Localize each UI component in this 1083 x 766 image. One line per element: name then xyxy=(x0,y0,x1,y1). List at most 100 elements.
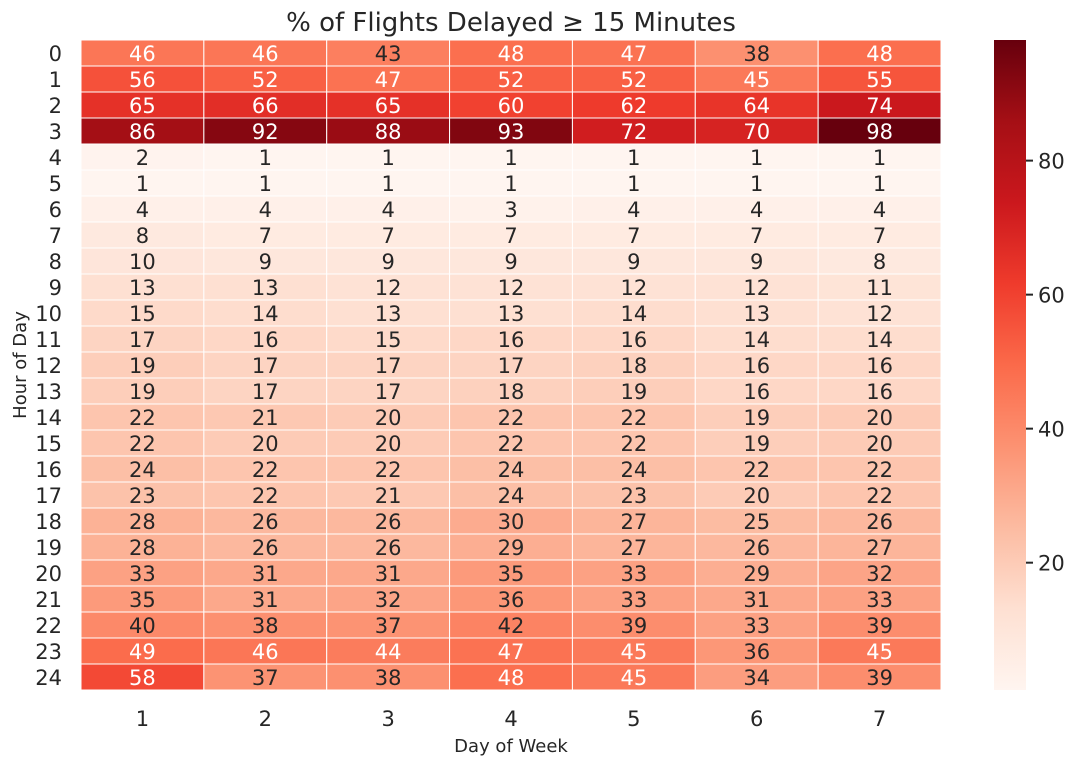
heatmap-cell xyxy=(817,351,942,379)
heatmap-cell xyxy=(571,65,696,93)
heatmap-cell xyxy=(449,299,573,327)
heatmap-cell xyxy=(203,481,328,509)
cell-value-label: 24 xyxy=(620,458,647,482)
cell-value-label: 19 xyxy=(620,380,647,404)
cell-value-label: 22 xyxy=(498,406,525,430)
heatmap-cell xyxy=(449,273,573,301)
cell-value-label: 33 xyxy=(620,562,647,586)
cell-value-label: 65 xyxy=(129,94,156,118)
cell-value-label: 22 xyxy=(129,432,156,456)
heatmap-cell xyxy=(80,273,205,301)
heatmap-cell xyxy=(694,273,819,301)
heatmap-cell xyxy=(817,91,942,119)
y-tick-label: 18 xyxy=(35,510,62,534)
heatmap-cell xyxy=(817,195,942,223)
cell-value-label: 26 xyxy=(866,510,893,534)
cell-value-label: 16 xyxy=(743,380,770,404)
cell-value-label: 26 xyxy=(743,536,770,560)
heatmap-cell xyxy=(80,143,205,171)
cell-value-label: 38 xyxy=(375,666,402,690)
y-tick-label: 23 xyxy=(35,640,62,664)
heatmap-cell xyxy=(203,585,328,613)
cell-value-label: 93 xyxy=(498,120,525,144)
cell-value-label: 18 xyxy=(620,354,647,378)
cell-value-label: 14 xyxy=(743,328,770,352)
heatmap-cell xyxy=(571,663,696,691)
heatmap-cell xyxy=(80,507,205,535)
cell-value-label: 46 xyxy=(252,42,279,66)
heatmap-cell xyxy=(80,169,205,197)
heatmap-cell xyxy=(817,585,942,613)
heatmap-cell xyxy=(571,299,696,327)
cell-value-label: 15 xyxy=(129,302,156,326)
heatmap-cell xyxy=(449,169,573,197)
heatmap-cell xyxy=(817,299,942,327)
cell-value-label: 1 xyxy=(259,172,272,196)
cell-value-label: 33 xyxy=(620,588,647,612)
cell-value-label: 7 xyxy=(873,224,886,248)
heatmap-cell xyxy=(694,221,819,249)
y-tick-label: 7 xyxy=(49,224,62,248)
cell-value-label: 92 xyxy=(252,120,279,144)
cell-value-label: 45 xyxy=(620,666,647,690)
heatmap-cell xyxy=(817,481,942,509)
cell-value-label: 7 xyxy=(259,224,272,248)
cell-value-label: 36 xyxy=(498,588,525,612)
cell-value-label: 17 xyxy=(129,328,156,352)
y-tick-label: 21 xyxy=(35,588,62,612)
chart-title: % of Flights Delayed ≥ 15 Minutes xyxy=(286,8,736,38)
heatmap-cell xyxy=(326,299,451,327)
y-tick-label: 11 xyxy=(35,328,62,352)
heatmap-cell xyxy=(817,377,942,405)
x-tick-label: 6 xyxy=(750,707,763,731)
cell-value-label: 10 xyxy=(129,250,156,274)
heatmap-cell xyxy=(203,429,328,457)
cell-value-label: 32 xyxy=(866,562,893,586)
cell-value-label: 23 xyxy=(129,484,156,508)
cell-value-label: 35 xyxy=(129,588,156,612)
cell-value-label: 4 xyxy=(873,198,886,222)
cell-value-label: 26 xyxy=(252,536,279,560)
heatmap-cell xyxy=(326,91,451,119)
heatmap-cell xyxy=(694,299,819,327)
y-tick-label: 10 xyxy=(35,302,62,326)
cell-value-label: 7 xyxy=(504,224,517,248)
heatmap-cell xyxy=(326,65,451,93)
cell-value-label: 58 xyxy=(129,666,156,690)
cell-value-label: 37 xyxy=(252,666,279,690)
cell-value-label: 13 xyxy=(498,302,525,326)
cell-value-label: 17 xyxy=(375,380,402,404)
cell-value-label: 12 xyxy=(375,276,402,300)
cell-value-label: 16 xyxy=(498,328,525,352)
cell-value-label: 37 xyxy=(375,614,402,638)
cell-value-label: 26 xyxy=(252,510,279,534)
heatmap-cell xyxy=(817,611,942,639)
cell-value-label: 48 xyxy=(498,666,525,690)
cell-value-label: 18 xyxy=(498,380,525,404)
cell-value-label: 29 xyxy=(498,536,525,560)
cell-value-label: 20 xyxy=(375,432,402,456)
heatmap-cell xyxy=(694,533,819,561)
cell-value-label: 31 xyxy=(252,588,279,612)
y-tick-label: 16 xyxy=(35,458,62,482)
cell-value-label: 38 xyxy=(252,614,279,638)
heatmap-cell xyxy=(80,585,205,613)
cell-value-label: 45 xyxy=(866,640,893,664)
x-tick-label: 7 xyxy=(873,707,886,731)
heatmap-cell xyxy=(571,273,696,301)
cell-value-label: 19 xyxy=(129,380,156,404)
cell-value-label: 49 xyxy=(129,640,156,664)
heatmap-cell xyxy=(80,455,205,483)
y-tick-label: 8 xyxy=(49,250,62,274)
cell-value-label: 1 xyxy=(504,172,517,196)
y-tick-label: 20 xyxy=(35,562,62,586)
cell-value-label: 1 xyxy=(750,172,763,196)
heatmap-cell xyxy=(203,611,328,639)
cell-value-label: 22 xyxy=(866,458,893,482)
x-tick-label: 4 xyxy=(504,707,517,731)
heatmap-cell xyxy=(326,273,451,301)
heatmap-cell xyxy=(817,637,942,665)
cell-value-label: 1 xyxy=(136,172,149,196)
x-tick-label: 3 xyxy=(381,707,394,731)
